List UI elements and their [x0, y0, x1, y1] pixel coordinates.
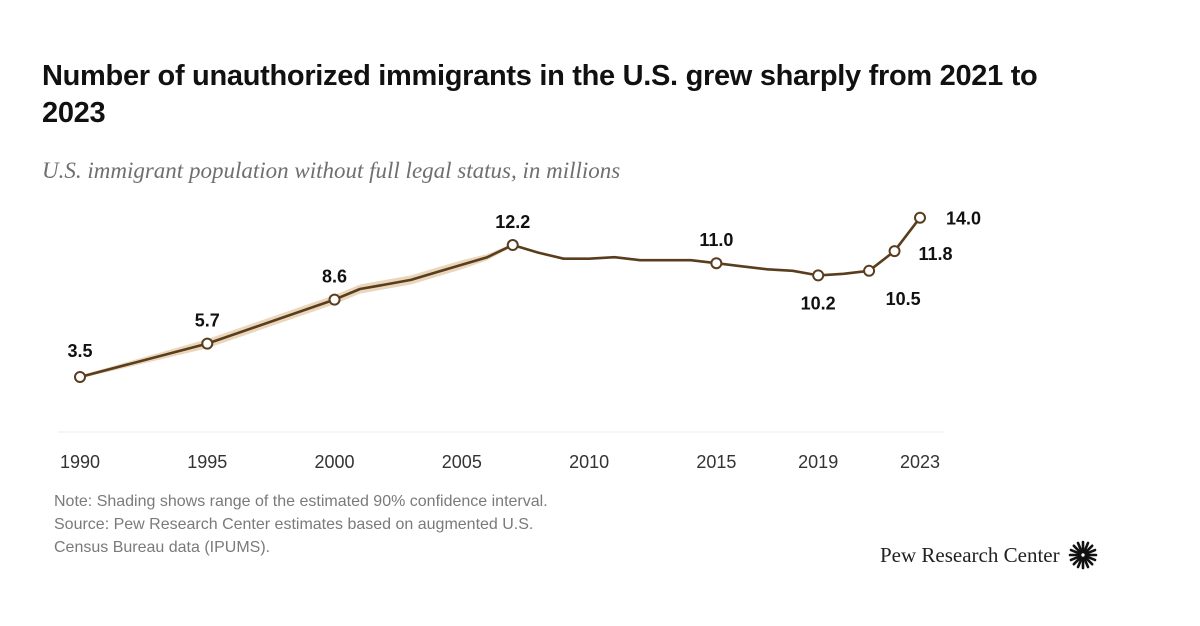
data-label-2000: 8.6 [322, 267, 347, 287]
footnotes: Note: Shading shows range of the estimat… [54, 490, 548, 559]
x-tick-labels-layer: 1990 1995 2000 2005 2010 2015 2019 2023 [60, 452, 940, 472]
data-point-marker-2000 [328, 293, 341, 306]
logo-ray [1082, 541, 1089, 554]
data-label-2007: 12.2 [495, 212, 530, 232]
logo-ray [1069, 548, 1082, 556]
logo-ray [1076, 556, 1083, 569]
chart-title: Number of unauthorized immigrants in the… [42, 60, 1038, 129]
markers-layer [74, 211, 926, 383]
data-label-2023: 14.0 [946, 209, 981, 229]
data-point-marker-2021 [863, 264, 876, 277]
chart-subtitle: U.S. immigrant population without full l… [42, 158, 621, 183]
note-text: Note: Shading shows range of the estimat… [54, 493, 548, 510]
data-point-marker-2007 [506, 239, 519, 252]
sunburst-logo-icon [1068, 540, 1097, 570]
logo-ray [1084, 548, 1096, 556]
data-label-1995: 5.7 [195, 311, 220, 331]
logo-ray [1072, 555, 1082, 566]
x-tick-label-2023: 2023 [900, 452, 940, 472]
confidence-band [80, 243, 513, 379]
x-tick-label-2005: 2005 [442, 452, 482, 472]
logo-ray [1076, 541, 1083, 554]
x-tick-label-2019: 2019 [798, 452, 838, 472]
logo-ray [1082, 556, 1089, 569]
data-point-marker-1990 [74, 371, 86, 383]
data-point-marker-1995 [201, 337, 214, 350]
logo-ray [1072, 544, 1082, 555]
logo-ray [1083, 555, 1094, 566]
data-labels-layer: 3.5 5.7 8.6 12.2 11.0 10.2 10.5 11.8 14.0 [67, 209, 981, 361]
data-label-1990: 3.5 [67, 341, 92, 361]
data-label-2015: 11.0 [699, 230, 733, 250]
logo-ray [1069, 554, 1082, 562]
data-point-marker-2023 [914, 211, 926, 224]
source-text-line1: Source: Pew Research Center estimates ba… [54, 516, 534, 533]
data-point-marker-2015 [710, 257, 723, 270]
source-text-line2: Census Bureau data (IPUMS). [54, 539, 271, 556]
series-line-layer [78, 216, 922, 379]
x-tick-label-1995: 1995 [187, 452, 227, 472]
confidence-band-layer [80, 243, 513, 379]
data-label-2021: 10.5 [886, 289, 921, 309]
data-point-marker-2022 [888, 245, 901, 258]
data-point-marker-2019 [812, 269, 825, 282]
x-tick-label-1990: 1990 [60, 452, 100, 472]
pew-brand: Pew Research Center [880, 540, 1098, 570]
logo-ray [1083, 544, 1094, 555]
x-tick-label-2015: 2015 [696, 452, 736, 472]
x-tick-label-2000: 2000 [315, 452, 355, 472]
x-tick-label-2010: 2010 [569, 452, 609, 472]
logo-ray [1084, 554, 1096, 562]
data-label-2022: 11.8 [919, 244, 953, 264]
data-label-2019: 10.2 [801, 293, 836, 313]
series-line [78, 216, 922, 379]
brand-name: Pew Research Center [880, 542, 1060, 567]
